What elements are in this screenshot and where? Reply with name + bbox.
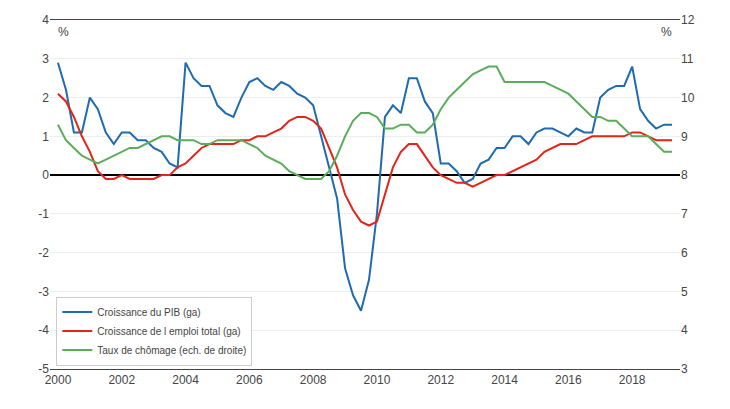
svg-text:-3: -3 (38, 285, 49, 299)
svg-text:2006: 2006 (236, 373, 263, 387)
svg-text:3: 3 (42, 52, 49, 66)
svg-text:2: 2 (42, 91, 49, 105)
svg-text:Croissance de l emploi total (: Croissance de l emploi total (ga) (97, 326, 240, 337)
svg-text:4: 4 (42, 13, 49, 27)
svg-text:-5: -5 (38, 362, 49, 376)
svg-text:9: 9 (681, 130, 688, 144)
svg-text:Croissance du PIB (ga): Croissance du PIB (ga) (97, 307, 200, 318)
svg-text:2012: 2012 (427, 373, 454, 387)
svg-text:2002: 2002 (108, 373, 135, 387)
svg-text:4: 4 (681, 323, 688, 337)
svg-text:7: 7 (681, 207, 688, 221)
svg-text:6: 6 (681, 246, 688, 260)
svg-text:3: 3 (681, 362, 688, 376)
svg-text:%: % (661, 25, 672, 39)
svg-text:0: 0 (42, 168, 49, 182)
svg-text:2018: 2018 (619, 373, 646, 387)
svg-text:12: 12 (681, 13, 695, 27)
svg-text:-1: -1 (38, 207, 49, 221)
svg-text:2010: 2010 (364, 373, 391, 387)
svg-text:11: 11 (681, 52, 694, 66)
svg-text:-4: -4 (38, 323, 49, 337)
svg-text:-2: -2 (38, 246, 49, 260)
svg-text:10: 10 (681, 91, 695, 105)
svg-text:2008: 2008 (300, 373, 327, 387)
svg-text:1: 1 (42, 130, 49, 144)
svg-text:8: 8 (681, 168, 688, 182)
svg-text:%: % (58, 25, 69, 39)
svg-text:2014: 2014 (491, 373, 518, 387)
svg-text:2016: 2016 (555, 373, 582, 387)
svg-text:Taux de chômage (ech. de droit: Taux de chômage (ech. de droite) (97, 345, 246, 356)
svg-text:5: 5 (681, 285, 688, 299)
svg-text:2004: 2004 (172, 373, 199, 387)
svg-text:2000: 2000 (45, 373, 72, 387)
